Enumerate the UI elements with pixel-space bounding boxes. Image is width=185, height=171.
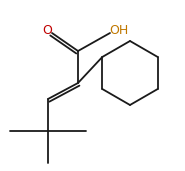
Text: OH: OH — [109, 24, 129, 37]
Text: O: O — [42, 24, 52, 37]
